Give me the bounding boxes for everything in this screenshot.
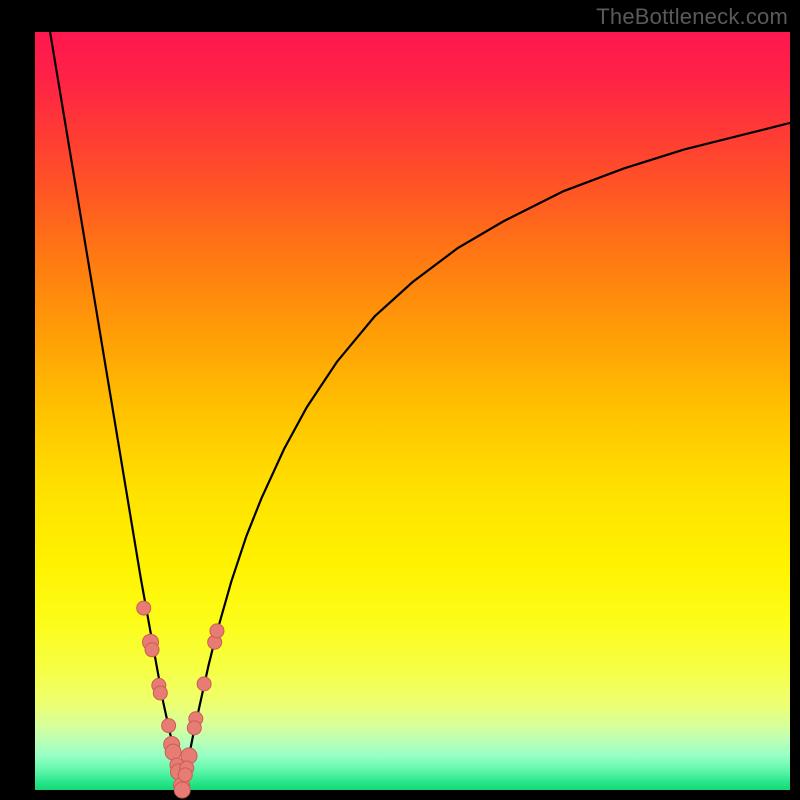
chart-container: TheBottleneck.com xyxy=(0,0,800,800)
data-marker xyxy=(137,601,151,615)
data-marker xyxy=(178,768,192,782)
data-marker xyxy=(210,624,224,638)
data-marker xyxy=(162,719,176,733)
plot-background xyxy=(35,32,790,790)
watermark-text: TheBottleneck.com xyxy=(596,4,788,30)
data-marker xyxy=(174,782,190,798)
data-marker xyxy=(187,721,201,735)
data-marker xyxy=(153,686,167,700)
data-marker xyxy=(165,744,181,760)
bottleneck-chart xyxy=(0,0,800,800)
data-marker xyxy=(145,643,159,657)
data-marker xyxy=(197,677,211,691)
